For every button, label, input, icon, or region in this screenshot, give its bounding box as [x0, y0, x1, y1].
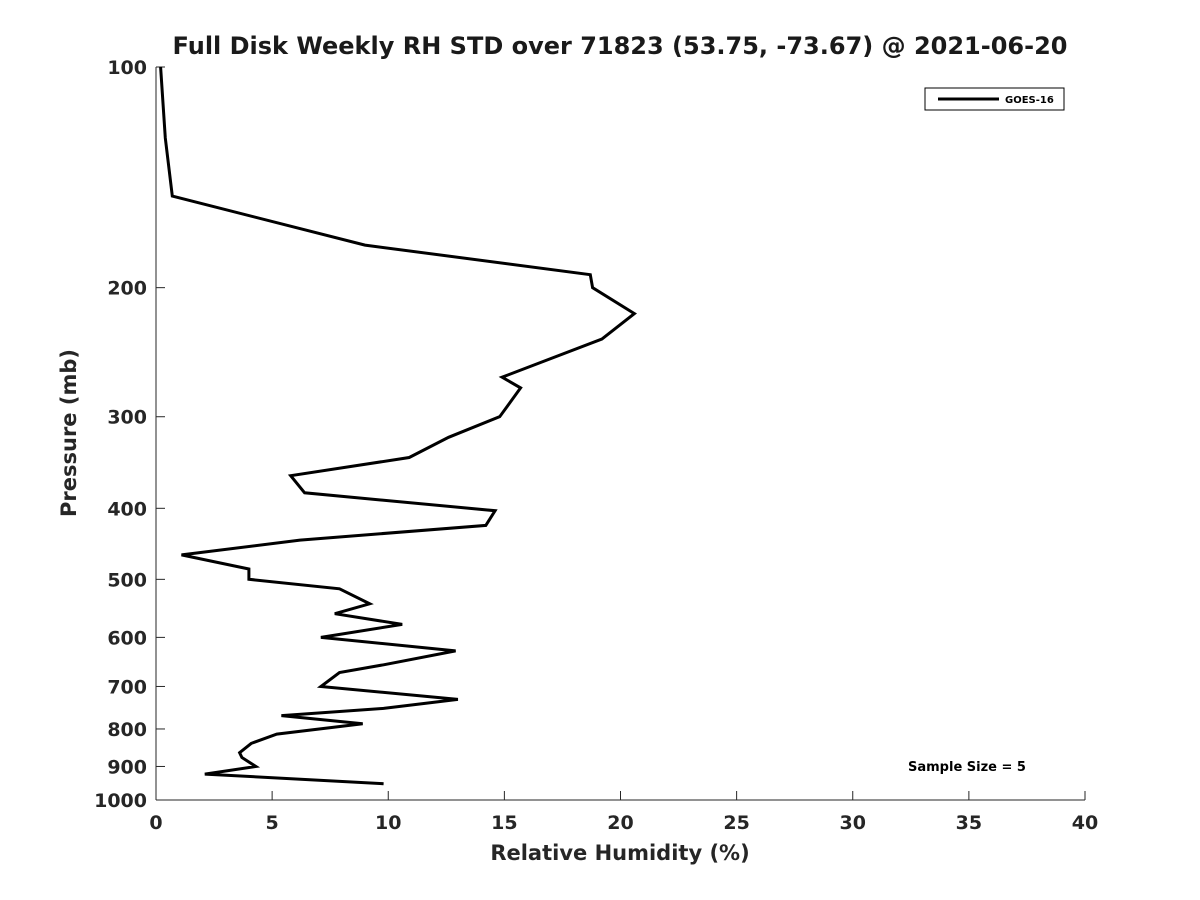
data-series: [159, 66, 638, 786]
x-tick-label: 10: [375, 812, 401, 834]
x-tick-label: 35: [956, 812, 982, 834]
x-tick-label: 0: [149, 812, 162, 834]
x-axis-label: Relative Humidity (%): [490, 841, 749, 865]
y-tick-label: 200: [107, 278, 147, 300]
x-tick-label: 15: [491, 812, 517, 834]
x-axis-ticks: 0 5 10 15 20 25 30 35 40: [149, 791, 1098, 834]
series-line-goes16: [159, 66, 638, 786]
y-tick-label: 300: [107, 407, 147, 429]
y-tick-label: 700: [107, 676, 147, 698]
axes: [155, 67, 1085, 801]
x-tick-label: 40: [1072, 812, 1098, 834]
x-tick-label: 20: [607, 812, 633, 834]
y-tick-label: 900: [107, 756, 147, 778]
x-tick-label: 5: [266, 812, 279, 834]
y-axis-label: Pressure (mb): [57, 349, 81, 517]
y-tick-label: 800: [107, 719, 147, 741]
y-tick-label: 100: [107, 57, 147, 79]
y-tick-label: 500: [107, 569, 147, 591]
y-axis-ticks: 100 200 300 400 500 600 700 800 900 1000: [94, 57, 165, 812]
x-tick-label: 25: [723, 812, 749, 834]
legend: GOES-16: [924, 87, 1065, 111]
chart-title: Full Disk Weekly RH STD over 71823 (53.7…: [173, 32, 1068, 60]
x-tick-label: 30: [840, 812, 866, 834]
legend-label-goes16: GOES-16: [1005, 95, 1054, 106]
y-tick-label: 1000: [94, 790, 147, 812]
sample-size-annotation: Sample Size = 5: [908, 760, 1026, 775]
y-tick-label: 400: [107, 498, 147, 520]
y-tick-label: 600: [107, 627, 147, 649]
